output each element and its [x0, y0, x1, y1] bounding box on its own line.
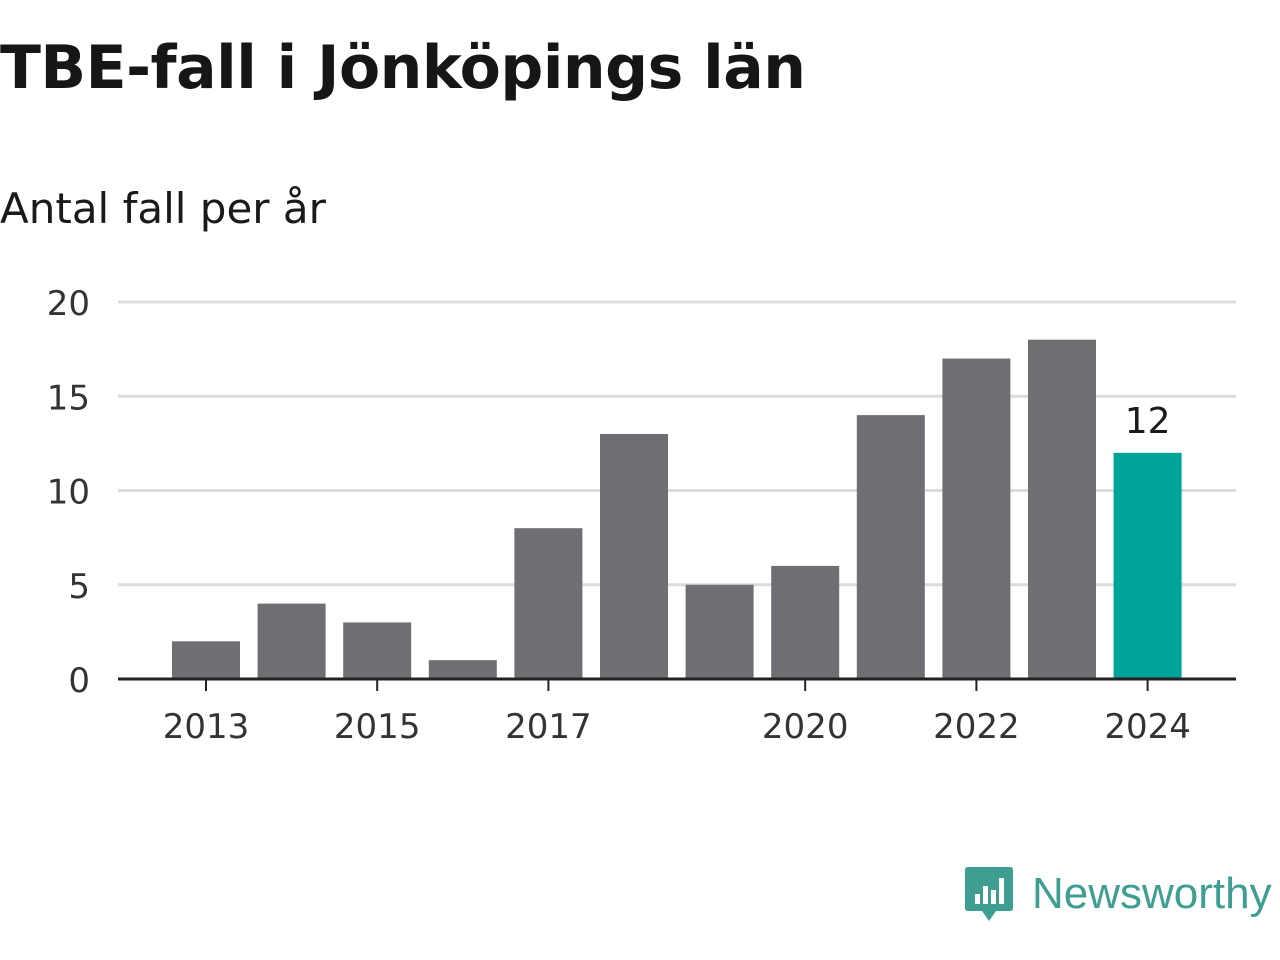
- x-tick-label: 2015: [334, 707, 421, 747]
- bar-2015: [343, 622, 412, 679]
- y-tick-label: 15: [47, 378, 90, 418]
- bar-2022: [942, 358, 1011, 679]
- brand-name: Newsworthy: [1032, 869, 1272, 918]
- y-tick-label: 10: [47, 473, 90, 513]
- bar-2017: [514, 528, 583, 679]
- y-tick-label: 20: [47, 284, 90, 324]
- x-tick-label: 2020: [762, 707, 849, 747]
- bar-2018: [600, 433, 668, 679]
- bar-2014: [257, 603, 326, 679]
- chart-title: TBE-fall i Jönköpings län: [0, 33, 806, 103]
- x-tick-label: 2017: [505, 707, 592, 747]
- newsworthy-logo-icon: [965, 867, 1013, 921]
- bar-2021: [856, 415, 925, 679]
- bar-2019: [685, 584, 754, 679]
- y-tick-label: 0: [68, 661, 90, 701]
- data-label-2024: 12: [1125, 401, 1171, 442]
- x-tick-label: 2024: [1104, 707, 1191, 747]
- y-tick-label: 5: [68, 567, 90, 607]
- x-tick-labels: 2013 2015 2017 2020 2022 2024: [163, 707, 1191, 747]
- bar-2016: [428, 660, 497, 679]
- bar-2013: [172, 641, 240, 679]
- bar-2020: [771, 565, 840, 679]
- x-tick-label: 2013: [163, 707, 250, 747]
- bars: [172, 339, 1182, 679]
- bar-2023: [1028, 339, 1096, 679]
- chart-subtitle: Antal fall per år: [0, 184, 326, 233]
- newsworthy-logo: Newsworthy: [964, 864, 1272, 924]
- y-tick-labels: 0 5 10 15 20: [47, 284, 90, 701]
- data-labels: 12: [1125, 401, 1171, 442]
- x-tick-label: 2022: [933, 707, 1020, 747]
- x-ticks: [205, 679, 1149, 691]
- bar-2024: [1113, 452, 1182, 679]
